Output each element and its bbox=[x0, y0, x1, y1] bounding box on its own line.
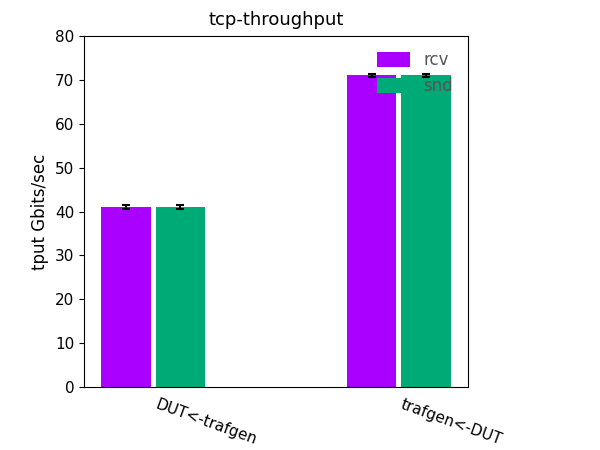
Bar bbox=[347, 76, 397, 387]
Bar bbox=[155, 207, 205, 387]
Bar bbox=[401, 76, 451, 387]
Legend: rcv, snd: rcv, snd bbox=[370, 45, 460, 102]
Title: tcp-throughput: tcp-throughput bbox=[208, 11, 344, 29]
Bar bbox=[101, 207, 151, 387]
Y-axis label: tput Gbits/sec: tput Gbits/sec bbox=[31, 153, 49, 270]
